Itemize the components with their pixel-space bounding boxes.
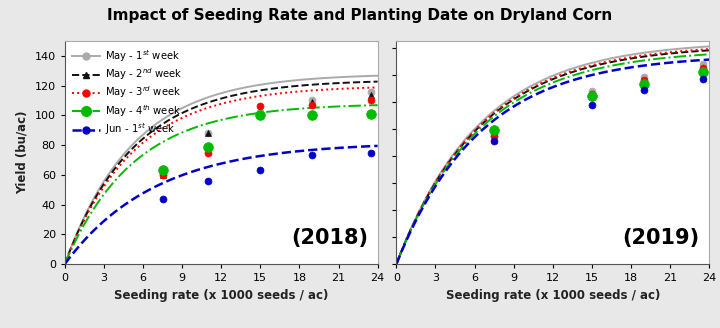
X-axis label: Seeding rate (x 1000 seeds / ac): Seeding rate (x 1000 seeds / ac)	[446, 289, 660, 302]
Text: (2019): (2019)	[623, 228, 700, 248]
Text: (2018): (2018)	[291, 228, 368, 248]
Legend: May - 1$^{st}$ week, May - 2$^{nd}$ week, May - 3$^{rd}$ week, May - 4$^{th}$ we: May - 1$^{st}$ week, May - 2$^{nd}$ week…	[70, 46, 184, 139]
Y-axis label: Yield (bu/ac): Yield (bu/ac)	[16, 111, 29, 194]
X-axis label: Seeding rate (x 1000 seeds / ac): Seeding rate (x 1000 seeds / ac)	[114, 289, 328, 302]
Text: Impact of Seeding Rate and Planting Date on Dryland Corn: Impact of Seeding Rate and Planting Date…	[107, 8, 613, 23]
